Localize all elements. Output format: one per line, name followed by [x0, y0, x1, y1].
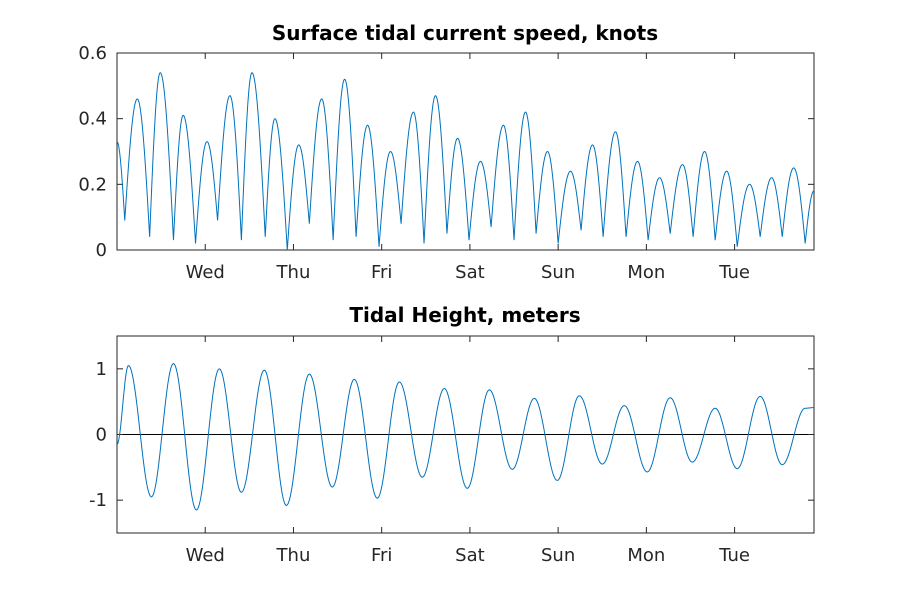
current-speed-y-tick-label-2: 0.4	[78, 109, 107, 130]
current-speed-title: Surface tidal current speed, knots	[272, 21, 658, 45]
current-speed-y-tick-label-0: 0	[96, 240, 107, 261]
current-speed-x-tick-label-4: Sun	[541, 262, 575, 283]
tidal-height-x-ticks: Wed Thu Fri Sat Sun Mon Tue	[186, 336, 750, 566]
tidal-height-y-tick-label-1: 0	[96, 425, 107, 446]
current-speed-x-tick-label-2: Fri	[371, 262, 392, 283]
tidal-height-x-tick-label-2: Fri	[371, 545, 392, 566]
tidal-height-x-tick-label-6: Tue	[718, 545, 750, 566]
current-speed-x-tick-label-3: Sat	[455, 262, 485, 283]
current-speed-series-line	[116, 72, 815, 251]
current-speed-x-tick-label-5: Mon	[627, 262, 665, 283]
tidal-height-x-tick-label-5: Mon	[627, 545, 665, 566]
tidal-height-y-tick-label-2: 1	[96, 359, 107, 380]
current-speed-y-tick-label-3: 0.6	[78, 43, 107, 64]
current-speed-x-ticks: Wed Thu Fri Sat Sun Mon Tue	[186, 53, 750, 283]
current-speed-x-tick-label-1: Thu	[276, 262, 311, 283]
tidal-height-x-tick-label-1: Thu	[276, 545, 311, 566]
tidal-height-chart: Tidal Height, meters -1 0 1 Wed Thu Fri Sat Su…	[89, 303, 815, 566]
tidal-height-title: Tidal Height, meters	[349, 303, 580, 327]
tidal-height-x-tick-label-0: Wed	[186, 545, 225, 566]
tidal-height-x-tick-label-3: Sat	[455, 545, 485, 566]
tidal-height-y-ticks: -1 0 1	[89, 359, 814, 511]
current-speed-x-tick-label-0: Wed	[186, 262, 225, 283]
current-speed-chart: Surface tidal current speed, knots 00.20…	[78, 21, 815, 283]
current-speed-axes	[116, 52, 815, 251]
tidal-height-x-tick-label-4: Sun	[541, 545, 575, 566]
tidal-height-series-line	[116, 362, 814, 511]
current-speed-y-tick-label-1: 0.2	[78, 174, 107, 195]
current-speed-x-tick-label-6: Tue	[718, 262, 750, 283]
tidal-height-y-tick-label-0: -1	[89, 490, 107, 511]
current-speed-y-ticks: 0 0.2 0.4 0.6	[78, 43, 814, 261]
